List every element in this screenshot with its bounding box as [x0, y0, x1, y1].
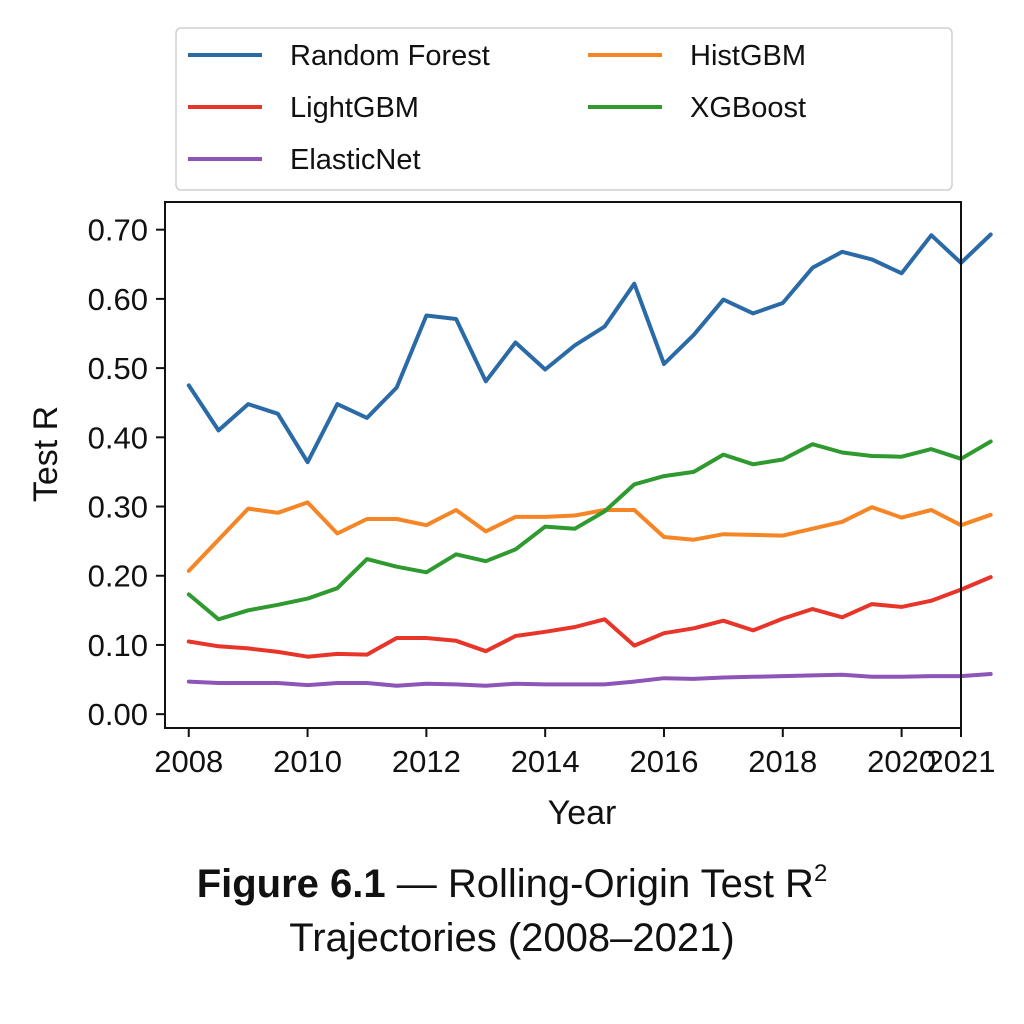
x-axis-title: Year	[548, 794, 617, 832]
y-axis-title: Test R	[27, 406, 65, 502]
figure-title: — Rolling-Origin Test R	[396, 862, 814, 906]
y-tick-label: 0.00	[88, 697, 148, 732]
series-line-lightgbm	[186, 575, 993, 659]
figure-caption-line-2: Trajectories (2008–2021)	[0, 916, 1024, 961]
x-tick-label: 2010	[273, 744, 342, 779]
legend: Random Forest LightGBM ElasticNet HistGBM XG…	[175, 27, 953, 191]
legend-label-elasticnet: ElasticNet	[290, 144, 421, 176]
series-line-xgboost	[186, 439, 993, 622]
plot-area-frame	[164, 201, 962, 729]
figure-label: Figure 6.1	[196, 862, 386, 906]
y-axis: 0.00 0.10 0.20 0.30 0.40 0.50 0.60 0.70	[88, 213, 165, 732]
y-tick-label: 0.40	[88, 420, 148, 455]
y-tick-label: 0.20	[88, 559, 148, 594]
series-line-elasticnet	[186, 672, 993, 688]
legend-label-xgboost: XGBoost	[690, 92, 806, 124]
y-tick-label: 0.50	[88, 351, 148, 386]
legend-label-random-forest: Random Forest	[290, 40, 490, 72]
figure-title-superscript: 2	[813, 860, 828, 887]
y-tick-label: 0.60	[88, 282, 148, 317]
x-tick-label: 2016	[630, 744, 699, 779]
figure-caption: Figure 6.1 — Rolling-Origin Test R2	[0, 862, 1024, 907]
y-tick-label: 0.30	[88, 490, 148, 525]
x-tick-label: 2014	[511, 744, 580, 779]
x-tick-label: 2018	[748, 744, 817, 779]
figure-title-continued: Trajectories (2008–2021)	[289, 916, 735, 960]
series-line-histgbm	[186, 500, 993, 573]
legend-label-lightgbm: LightGBM	[290, 92, 419, 124]
y-tick-label: 0.70	[88, 213, 148, 248]
y-tick-label: 0.10	[88, 628, 148, 663]
series-layer	[186, 232, 993, 688]
legend-label-histgbm: HistGBM	[690, 40, 806, 72]
x-tick-label: 2012	[392, 744, 461, 779]
x-tick-label: 2020	[867, 744, 936, 779]
legend-box	[175, 27, 953, 191]
x-tick-label: 2008	[154, 744, 223, 779]
series-line-random-forest	[186, 232, 993, 465]
x-tick-label: 2021	[927, 744, 996, 779]
